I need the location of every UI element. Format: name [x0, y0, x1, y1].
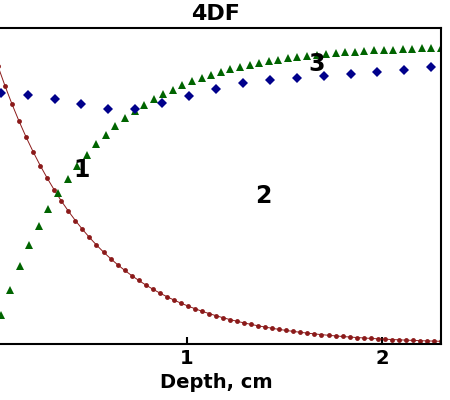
- Text: 1: 1: [73, 158, 90, 182]
- Title: 4DF: 4DF: [192, 4, 240, 24]
- X-axis label: Depth, cm: Depth, cm: [160, 374, 272, 392]
- Text: 2: 2: [255, 184, 271, 208]
- Text: 3: 3: [308, 52, 324, 76]
